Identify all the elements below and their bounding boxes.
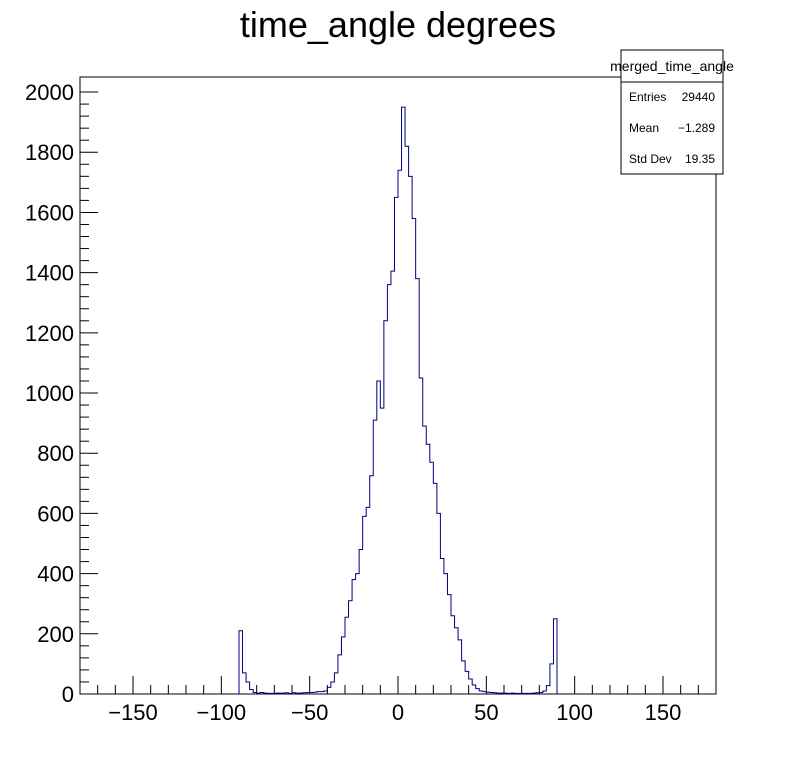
x-tick-label: −100 (197, 700, 247, 725)
histogram-bin (394, 197, 398, 694)
stats-value-entries: 29440 (682, 90, 716, 104)
histogram-bin (433, 483, 437, 694)
histogram-bin (550, 664, 554, 694)
histogram-bin (451, 616, 455, 694)
x-tick-label: 0 (392, 700, 404, 725)
histogram-bin (440, 559, 444, 694)
chart-title: time_angle degrees (240, 4, 556, 45)
histogram-bin (366, 507, 370, 694)
histogram-bin (377, 381, 381, 694)
histogram-bin (331, 682, 335, 694)
histogram-bin (398, 170, 402, 694)
histogram-bin (327, 687, 331, 694)
histogram-bin (356, 574, 360, 694)
y-tick-label: 200 (37, 622, 74, 647)
histogram-bin (426, 444, 430, 694)
histogram-bin (458, 640, 462, 694)
x-tick-label: −150 (108, 700, 158, 725)
y-tick-label: 400 (37, 562, 74, 587)
x-tick-label: 150 (645, 700, 682, 725)
y-axis: 0 200 400 600 800 1000 1200 1400 1600 1800 2000 (25, 80, 98, 707)
y-tick-label: 600 (37, 501, 74, 526)
histogram-bin (345, 617, 349, 694)
histogram-bin (363, 516, 367, 694)
histogram-bin (405, 146, 409, 694)
histogram-bin (423, 426, 427, 694)
histogram-bin (447, 595, 451, 694)
x-tick-label: −50 (291, 700, 328, 725)
histogram-bin (391, 271, 395, 694)
x-tick-label: 50 (474, 700, 498, 725)
histogram-bin (444, 574, 448, 694)
y-tick-label: 1200 (25, 321, 74, 346)
stats-label-entries: Entries (629, 90, 666, 104)
histogram-bin (455, 628, 459, 694)
histogram-bin (246, 682, 250, 694)
histogram-outline (238, 106, 558, 694)
stats-value-mean: −1.289 (678, 121, 715, 135)
histogram-bin (370, 476, 374, 694)
stats-label-std-dev: Std Dev (629, 152, 672, 166)
histogram-bin (472, 685, 476, 694)
histogram-bin (250, 689, 254, 694)
x-axis: −150 −100 −50 0 50 100 150 (97, 676, 699, 725)
histogram-bin (437, 513, 441, 694)
histogram-bin (553, 619, 557, 694)
histogram-bin (412, 218, 416, 694)
histogram-bin (387, 285, 391, 694)
stats-value-std-dev: 19.35 (685, 152, 715, 166)
y-tick-label: 1000 (25, 381, 74, 406)
y-tick-label: 0 (62, 682, 74, 707)
histogram-bin (341, 637, 345, 694)
y-tick-label: 800 (37, 441, 74, 466)
y-tick-label: 2000 (25, 80, 74, 105)
histogram-bin (409, 176, 413, 694)
y-tick-label: 1400 (25, 261, 74, 286)
histogram-bin (469, 679, 473, 694)
histogram-bin (243, 673, 247, 694)
y-tick-label: 1800 (25, 140, 74, 165)
histogram-bin (352, 580, 356, 694)
histogram-bin (430, 462, 434, 694)
histogram-bin (349, 601, 353, 694)
stats-box: merged_time_angle Entries 29440 Mean −1.… (610, 49, 734, 175)
stats-box-frame (620, 49, 724, 175)
histogram-bin (462, 661, 466, 694)
histogram-bin (338, 655, 342, 694)
histogram-bin (359, 550, 363, 694)
histogram-bin (380, 408, 384, 694)
histogram-bin (476, 689, 480, 694)
histogram-bin (334, 673, 338, 694)
histogram-bin (546, 686, 550, 694)
stats-box-name: merged_time_angle (610, 58, 734, 74)
histogram-bin (402, 107, 406, 694)
histogram-bin (373, 420, 377, 694)
y-tick-label: 1600 (25, 200, 74, 225)
histogram-bin (465, 671, 469, 694)
histogram-bin (384, 321, 388, 694)
histogram-bin (419, 378, 423, 694)
histogram-bin (416, 279, 420, 694)
x-tick-label: 100 (556, 700, 593, 725)
histogram-bin (239, 631, 243, 694)
stats-label-mean: Mean (629, 121, 659, 135)
